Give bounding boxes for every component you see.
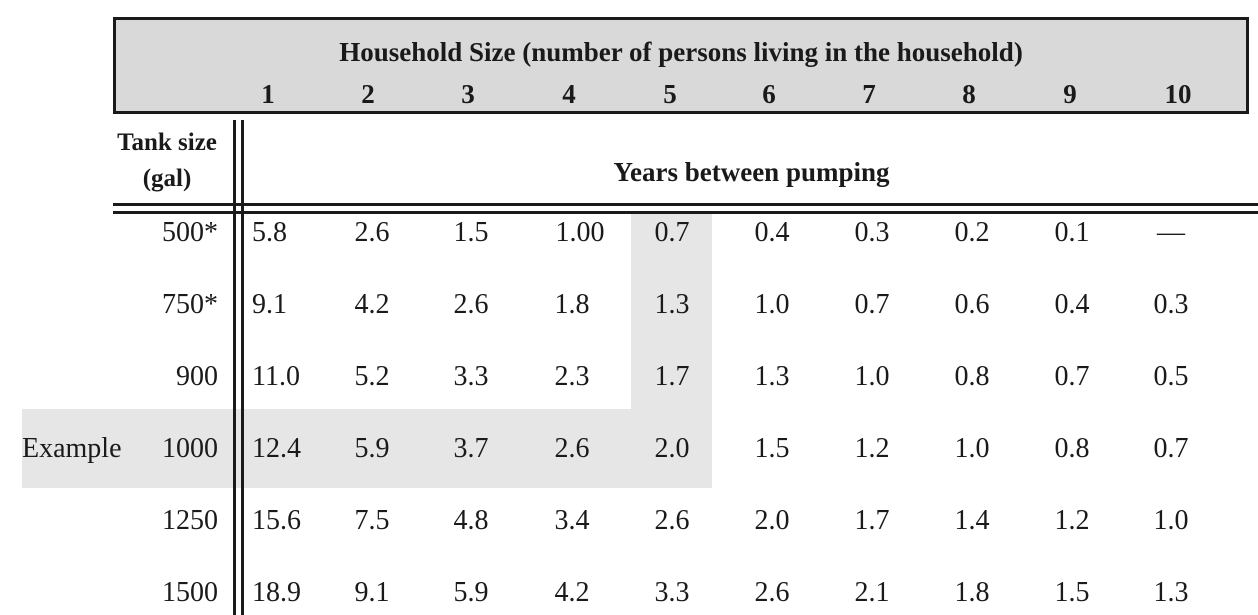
- vertical-rule-left: [233, 120, 236, 615]
- table-cell: 2.6: [754, 577, 790, 608]
- household-size-3: 3: [461, 79, 475, 109]
- table-cell: 3.7: [453, 433, 489, 464]
- table-cell: 1.3: [754, 361, 790, 392]
- table-cell: 1.3: [654, 289, 690, 320]
- table-cell: 0.8: [954, 361, 990, 392]
- tank-size-cell: 1000: [162, 433, 218, 464]
- table-cell: 4.2: [554, 577, 590, 608]
- table-cell: 0.1: [1054, 217, 1090, 248]
- table-cell: 1.00: [555, 217, 605, 248]
- household-size-title: Household Size (number of persons living…: [339, 37, 1023, 67]
- table-cell: 18.9: [252, 577, 301, 608]
- household-size-4: 4: [562, 79, 576, 109]
- table-cell: 0.6: [954, 289, 990, 320]
- table-cell: 2.6: [453, 289, 489, 320]
- table-cell: 0.8: [1054, 433, 1090, 464]
- table-cell: 3.4: [554, 505, 590, 536]
- table-cell: 9.1: [354, 577, 390, 608]
- tank-size-label: Tank size: [117, 129, 217, 156]
- tank-size-cell: 750*: [162, 289, 218, 320]
- tank-size-unit: (gal): [142, 165, 192, 192]
- household-size-1: 1: [261, 79, 275, 109]
- household-size-5: 5: [663, 79, 677, 109]
- table-cell: 5.9: [354, 433, 390, 464]
- five-person-column-highlight: [631, 214, 712, 488]
- tank-size-cell: 500*: [162, 217, 218, 248]
- table-cell: 9.1: [252, 289, 287, 320]
- table-cell: 0.5: [1153, 361, 1189, 392]
- table-cell: 1.5: [754, 433, 790, 464]
- table-cell: 0.3: [854, 217, 890, 248]
- table-cell: 2.1: [854, 577, 890, 608]
- table-cell: 1.8: [554, 289, 590, 320]
- household-size-8: 8: [962, 79, 976, 109]
- table-cell: 0.2: [954, 217, 990, 248]
- table-cell: 4.2: [354, 289, 390, 320]
- table-cell: 1.7: [854, 505, 890, 536]
- household-size-7: 7: [862, 79, 876, 109]
- table-cell: 2.6: [354, 217, 390, 248]
- table-cell: 1.0: [1153, 505, 1189, 536]
- table-cell: 2.0: [754, 505, 790, 536]
- table-cell: 2.6: [654, 505, 690, 536]
- table-cell: 11.0: [252, 361, 300, 392]
- tank-size-cell: 1500: [162, 577, 218, 608]
- table-cell: 7.5: [354, 505, 390, 536]
- table-cell: 5.2: [354, 361, 390, 392]
- vertical-rule-right: [241, 120, 244, 615]
- table-cell: 12.4: [252, 433, 301, 464]
- table-cell: 2.6: [554, 433, 590, 464]
- table-cell: 0.7: [1054, 361, 1090, 392]
- table-cell: 1.0: [954, 433, 990, 464]
- table-cell: 2.3: [554, 361, 590, 392]
- table-cell: 1.0: [754, 289, 790, 320]
- table-cell: 1.7: [654, 361, 690, 392]
- table-cell: 0.4: [1054, 289, 1090, 320]
- table-cell: 0.3: [1153, 289, 1189, 320]
- household-size-header: [113, 17, 1249, 114]
- table-cell: 0.7: [854, 289, 890, 320]
- table-cell: 15.6: [252, 505, 301, 536]
- table-cell: 1.3: [1153, 577, 1189, 608]
- table-cell: 2.0: [654, 433, 690, 464]
- tank-size-cell: 900: [176, 361, 218, 392]
- table-cell: 3.3: [453, 361, 489, 392]
- table-cell: 4.8: [453, 505, 489, 536]
- table-cell: —: [1157, 217, 1185, 248]
- table-cell: 5.8: [252, 217, 287, 248]
- household-size-10: 10: [1164, 79, 1192, 109]
- table-cell: 0.4: [754, 217, 790, 248]
- table-cell: 1.8: [954, 577, 990, 608]
- table-cell: 0.7: [654, 217, 690, 248]
- table-cell: 1.5: [453, 217, 489, 248]
- household-size-2: 2: [361, 79, 375, 109]
- table-cell: 1.0: [854, 361, 890, 392]
- horizontal-rule-top: [113, 203, 1258, 206]
- household-size-6: 6: [762, 79, 776, 109]
- household-size-9: 9: [1063, 79, 1077, 109]
- example-label: Example: [22, 433, 122, 464]
- years-between-pumping-label: Years between pumping: [613, 157, 890, 187]
- tank-size-cell: 1250: [162, 505, 218, 536]
- table-cell: 3.3: [654, 577, 690, 608]
- table-cell: 1.4: [954, 505, 990, 536]
- table-cell: 1.2: [854, 433, 890, 464]
- table-cell: 5.9: [453, 577, 489, 608]
- horizontal-rule-bottom: [113, 211, 1258, 214]
- table-cell: 1.2: [1054, 505, 1090, 536]
- table-cell: 1.5: [1054, 577, 1090, 608]
- example-row-highlight: [22, 409, 712, 488]
- table-cell: 0.7: [1153, 433, 1189, 464]
